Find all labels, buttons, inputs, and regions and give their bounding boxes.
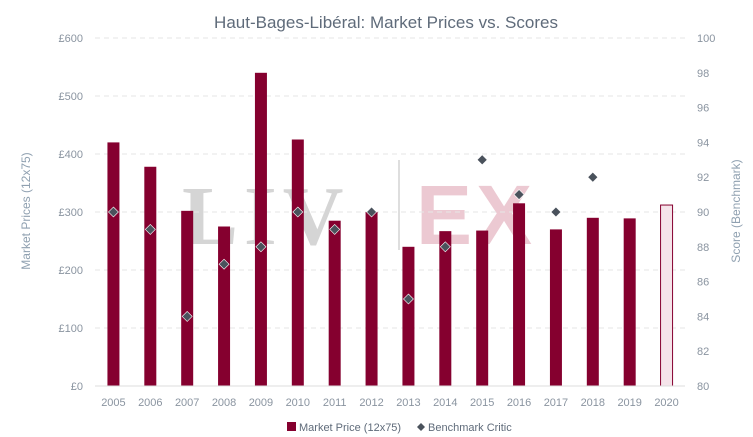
left-tick-label: £0 <box>71 381 83 393</box>
score-marker <box>366 206 377 218</box>
score-marker <box>439 241 451 253</box>
watermark-ex: EX <box>416 168 536 262</box>
price-bar <box>476 230 489 386</box>
x-tick-label: 2006 <box>138 397 162 409</box>
price-bar <box>254 72 267 387</box>
x-tick-label: 2013 <box>396 397 420 409</box>
left-tick-label: £300 <box>59 207 83 219</box>
price-bars <box>107 72 674 387</box>
score-marker <box>513 189 525 201</box>
right-tick-label: 94 <box>697 137 709 149</box>
right-axis-title: Score (Benchmark) <box>729 159 743 262</box>
left-tick-label: £400 <box>59 149 83 161</box>
score-marker <box>108 206 119 218</box>
x-tick-label: 2018 <box>581 397 605 409</box>
x-tick-label: 2019 <box>617 397 641 409</box>
score-marker <box>144 223 156 235</box>
right-tick-label: 100 <box>697 33 715 45</box>
price-bar <box>402 246 415 386</box>
x-tick-label: 2014 <box>433 397 457 409</box>
right-tick-label: 88 <box>697 242 709 254</box>
score-marker <box>292 206 304 218</box>
price-bar <box>623 218 636 386</box>
price-bar <box>144 166 157 386</box>
right-axis-ticks: 80 82 84 86 88 90 92 94 96 98 100 <box>697 33 715 393</box>
score-marker <box>329 223 341 235</box>
right-tick-label: 90 <box>697 207 709 219</box>
left-tick-label: £600 <box>59 33 83 45</box>
score-marker <box>218 258 230 270</box>
right-tick-label: 80 <box>697 381 709 393</box>
left-axis-title: Market Prices (12x75) <box>19 152 33 269</box>
price-bar <box>181 210 194 386</box>
right-tick-label: 86 <box>697 277 709 289</box>
score-marker <box>476 154 488 166</box>
legend-market-price: Market Price (12x75) <box>299 422 401 434</box>
score-markers <box>108 154 599 322</box>
score-marker <box>587 171 599 183</box>
left-tick-label: £500 <box>59 91 83 103</box>
watermark-divider <box>398 160 400 250</box>
legend-bar-swatch <box>287 422 296 431</box>
right-tick-label: 82 <box>697 346 709 358</box>
x-tick-label: 2011 <box>323 397 347 409</box>
x-tick-label: 2012 <box>359 397 383 409</box>
price-bar <box>218 226 231 386</box>
x-tick-label: 2005 <box>101 397 125 409</box>
x-tick-label: 2009 <box>249 397 273 409</box>
chart-title: Haut-Bages-Libéral: Market Prices vs. Sc… <box>214 13 558 32</box>
price-bar <box>365 212 378 386</box>
x-axis-ticks: 2005 2006 2007 2008 2009 2010 2011 2012 2013 2014… <box>95 385 685 409</box>
x-tick-label: 2007 <box>175 397 199 409</box>
price-bar <box>513 203 526 386</box>
left-tick-label: £100 <box>59 323 83 335</box>
price-bar <box>439 231 452 386</box>
price-bar <box>549 229 562 386</box>
right-tick-label: 98 <box>697 68 709 80</box>
right-tick-label: 84 <box>697 311 709 323</box>
left-axis-ticks: £0 £100 £200 £300 £400 £500 £600 <box>59 33 83 393</box>
right-tick-label: 92 <box>697 172 709 184</box>
x-tick-label: 2017 <box>544 397 568 409</box>
x-tick-label: 2015 <box>470 397 494 409</box>
legend-benchmark-critic: Benchmark Critic <box>428 422 512 434</box>
score-marker <box>181 310 193 322</box>
right-tick-label: 96 <box>697 103 709 115</box>
left-tick-label: £200 <box>59 265 83 277</box>
legend-diamond-icon <box>417 423 425 431</box>
score-marker <box>403 293 414 305</box>
x-tick-label: 2016 <box>507 397 531 409</box>
price-bar <box>328 220 341 386</box>
price-bar <box>586 217 599 386</box>
price-bar <box>660 204 674 387</box>
score-marker <box>550 206 562 218</box>
price-bar <box>107 142 120 386</box>
x-tick-label: 2010 <box>286 397 310 409</box>
x-tick-label: 2008 <box>212 397 236 409</box>
price-bar <box>291 139 304 386</box>
score-marker <box>255 241 267 253</box>
x-tick-label: 2020 <box>654 397 678 409</box>
chart-legend: Market Price (12x75) Benchmark Critic <box>287 422 512 434</box>
